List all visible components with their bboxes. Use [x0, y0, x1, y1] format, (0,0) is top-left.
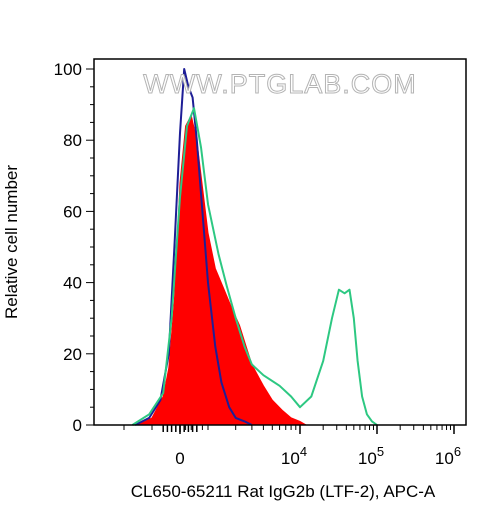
y-tick-label: 80: [63, 131, 82, 150]
x-tick-exponent: 5: [377, 444, 384, 459]
x-axis: 0 104 105 106: [123, 425, 461, 468]
x-tick-label: 104: [281, 444, 307, 468]
x-tick-exponent: 6: [454, 444, 461, 459]
y-axis-title: Relative cell number: [2, 165, 21, 319]
watermark-text: WWW.PTGLAB.COM: [143, 69, 417, 99]
y-tick-label: 40: [63, 274, 82, 293]
plot-frame: [93, 58, 467, 426]
plot-area: [131, 68, 378, 426]
x-tick-label: 0: [175, 449, 184, 468]
y-tick-label: 0: [73, 416, 82, 435]
y-tick-label: 20: [63, 345, 82, 364]
x-tick-label: 105: [358, 444, 384, 468]
x-tick-exponent: 4: [300, 444, 307, 459]
histogram-line-series-2: [131, 107, 378, 426]
y-tick-label: 60: [63, 202, 82, 221]
x-tick-label: 106: [435, 444, 461, 468]
x-axis-title: CL650-65211 Rat IgG2b (LTF-2), APC-A: [131, 482, 436, 501]
y-axis: 0 20 40 60 80 100: [54, 60, 94, 435]
y-tick-label: 100: [54, 60, 82, 79]
